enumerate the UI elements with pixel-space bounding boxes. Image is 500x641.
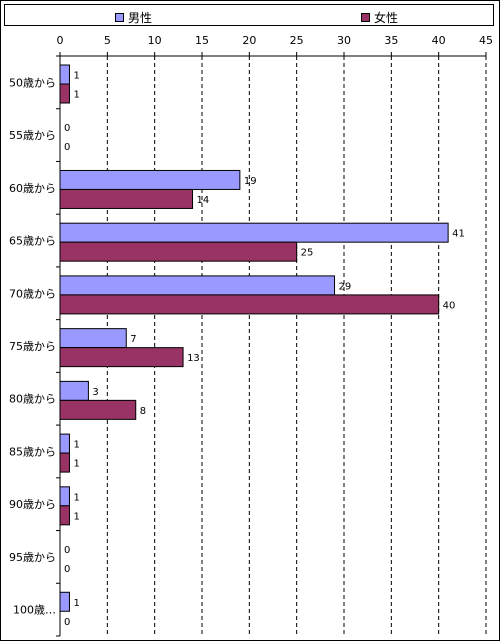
data-label-female-1: 0: [64, 142, 70, 153]
data-label-male-9: 0: [64, 545, 70, 556]
category-label-8: 90歳から: [9, 498, 56, 511]
category-label-10: 100歳…: [13, 604, 56, 617]
x-tick-label-10: 10: [148, 34, 162, 47]
category-label-7: 85歳から: [9, 445, 56, 458]
data-label-male-3: 41: [452, 229, 465, 240]
category-label-9: 95歳から: [9, 551, 56, 564]
x-tick-label-15: 15: [195, 34, 209, 47]
x-tick-label-45: 45: [479, 34, 493, 47]
data-label-male-0: 1: [73, 71, 79, 82]
category-label-6: 80歳から: [9, 393, 56, 406]
data-label-female-8: 1: [73, 511, 79, 522]
legend-item-male: 男性: [115, 9, 152, 26]
category-label-2: 60歳から: [9, 182, 56, 195]
bar-male-8: [59, 486, 70, 507]
data-label-female-2: 14: [197, 195, 210, 206]
bar-female-3: [59, 241, 298, 262]
bar-female-8: [59, 505, 70, 526]
category-label-1: 55歳から: [9, 129, 56, 142]
legend-swatch-female: [361, 13, 370, 22]
legend-label-male: 男性: [128, 11, 153, 25]
category-label-3: 65歳から: [9, 235, 56, 248]
category-label-0: 50歳から: [9, 76, 56, 89]
data-label-female-5: 13: [187, 353, 200, 364]
data-label-male-10: 1: [73, 598, 79, 609]
legend-swatch-male: [115, 13, 124, 22]
bar-female-4: [59, 294, 440, 315]
bar-male-6: [59, 380, 89, 401]
bar-male-0: [59, 64, 70, 85]
bar-male-4: [59, 275, 336, 296]
category-label-4: 70歳から: [9, 287, 56, 300]
data-label-male-7: 1: [73, 440, 79, 451]
x-tick-label-40: 40: [432, 34, 446, 47]
bar-male-7: [59, 433, 70, 454]
category-label-5: 75歳から: [9, 340, 56, 353]
x-tick-label-0: 0: [57, 34, 64, 47]
data-label-female-3: 25: [301, 248, 314, 259]
legend-item-female: 女性: [361, 9, 398, 26]
bar-male-3: [59, 222, 449, 243]
data-label-male-6: 3: [92, 387, 98, 398]
data-label-female-0: 1: [73, 90, 79, 101]
legend: 男性 女性: [4, 4, 494, 26]
data-label-female-6: 8: [140, 406, 146, 417]
bar-female-2: [59, 188, 194, 209]
bar-male-10: [59, 591, 70, 612]
data-label-male-8: 1: [73, 492, 79, 503]
data-label-male-4: 29: [339, 281, 352, 292]
x-tick-label-35: 35: [384, 34, 398, 47]
data-label-female-4: 40: [443, 300, 456, 311]
data-label-female-10: 0: [64, 617, 70, 628]
bar-female-5: [59, 347, 184, 368]
legend-label-female: 女性: [374, 11, 399, 25]
data-label-female-9: 0: [64, 564, 70, 575]
bar-female-7: [59, 452, 70, 473]
bar-male-5: [59, 328, 127, 349]
bar-female-6: [59, 399, 137, 420]
data-label-female-7: 1: [73, 459, 79, 470]
data-label-male-5: 7: [130, 334, 136, 345]
data-label-male-1: 0: [64, 123, 70, 134]
bar-female-0: [59, 83, 70, 104]
x-tick-label-30: 30: [337, 34, 351, 47]
x-tick-label-5: 5: [104, 34, 111, 47]
data-label-male-2: 19: [244, 176, 257, 187]
x-tick-label-20: 20: [242, 34, 256, 47]
bar-male-2: [59, 169, 241, 190]
x-tick-label-25: 25: [290, 34, 304, 47]
